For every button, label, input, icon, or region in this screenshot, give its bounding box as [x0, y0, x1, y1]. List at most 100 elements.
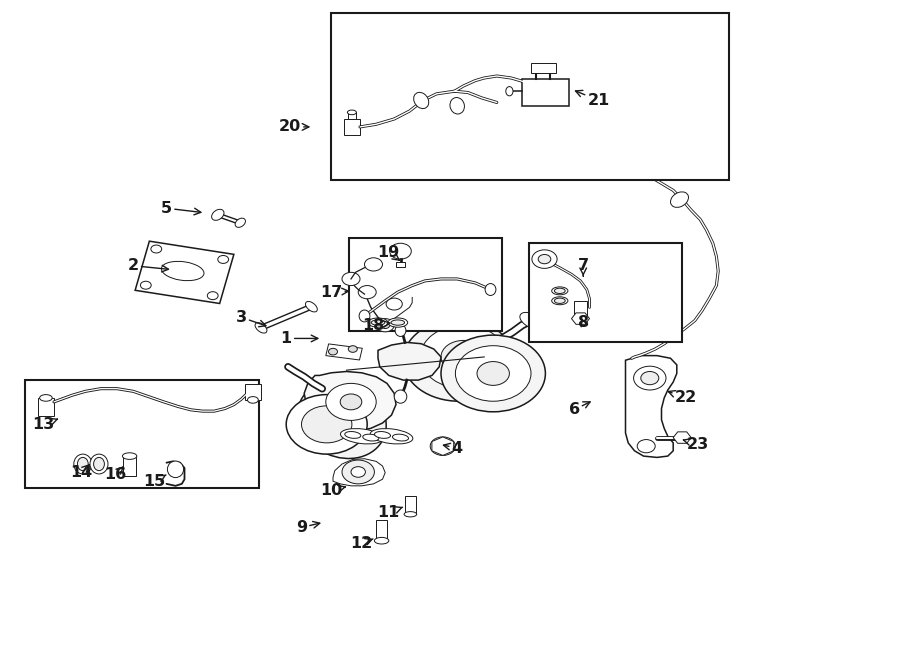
Ellipse shape [167, 461, 184, 477]
Ellipse shape [450, 98, 464, 114]
Polygon shape [673, 432, 691, 444]
Circle shape [637, 440, 655, 453]
Bar [349, 238, 502, 330]
Circle shape [634, 366, 666, 390]
Ellipse shape [248, 397, 258, 403]
Text: 9: 9 [296, 520, 320, 535]
Circle shape [390, 243, 411, 259]
Ellipse shape [554, 288, 565, 293]
Bar [123, 456, 136, 476]
Circle shape [207, 292, 218, 299]
Circle shape [342, 460, 374, 484]
Text: 5: 5 [161, 201, 201, 215]
Ellipse shape [554, 298, 565, 303]
Text: 13: 13 [32, 417, 58, 432]
Circle shape [420, 325, 507, 389]
Polygon shape [135, 241, 234, 303]
Circle shape [381, 322, 390, 329]
Bar [531, 63, 556, 73]
Text: 1: 1 [281, 331, 318, 346]
Text: 21: 21 [575, 91, 609, 108]
Circle shape [302, 406, 352, 443]
Text: 14: 14 [70, 465, 92, 480]
Text: 19: 19 [378, 245, 400, 260]
Text: 10: 10 [320, 483, 346, 498]
Polygon shape [304, 371, 396, 431]
Circle shape [538, 254, 551, 264]
Circle shape [358, 286, 376, 299]
Text: 18: 18 [363, 318, 390, 332]
Text: 8: 8 [578, 315, 589, 330]
Text: 3: 3 [236, 310, 266, 327]
Text: 6: 6 [569, 402, 590, 417]
Ellipse shape [368, 318, 388, 327]
Text: 2: 2 [128, 258, 168, 273]
Ellipse shape [374, 432, 391, 438]
Polygon shape [572, 313, 590, 325]
Text: 12: 12 [351, 536, 373, 551]
Ellipse shape [235, 218, 246, 227]
Ellipse shape [122, 453, 137, 459]
Ellipse shape [391, 320, 405, 325]
Ellipse shape [255, 323, 267, 333]
Circle shape [151, 245, 162, 253]
Circle shape [140, 281, 151, 289]
Ellipse shape [359, 310, 370, 322]
Circle shape [218, 256, 229, 264]
Ellipse shape [305, 301, 318, 312]
FancyArrowPatch shape [262, 307, 310, 328]
Text: 22: 22 [669, 391, 697, 405]
Ellipse shape [370, 428, 413, 444]
Circle shape [328, 348, 338, 355]
Text: 4: 4 [444, 441, 463, 455]
Bar [344, 119, 360, 135]
Ellipse shape [161, 261, 204, 281]
Bar [376, 520, 387, 541]
Circle shape [455, 346, 531, 401]
Circle shape [348, 346, 357, 352]
Polygon shape [333, 459, 385, 486]
Bar [331, 13, 729, 180]
Bar [245, 384, 261, 400]
Circle shape [376, 319, 394, 332]
Ellipse shape [394, 390, 407, 403]
Text: 16: 16 [104, 467, 126, 482]
Bar [326, 344, 363, 360]
Circle shape [430, 437, 455, 455]
Bar [25, 380, 259, 488]
Ellipse shape [395, 325, 406, 336]
Ellipse shape [552, 297, 568, 305]
Polygon shape [378, 342, 441, 380]
Bar [522, 79, 569, 106]
Bar [405, 496, 416, 514]
Polygon shape [432, 437, 454, 455]
Ellipse shape [340, 428, 383, 444]
Circle shape [351, 467, 365, 477]
Ellipse shape [506, 87, 513, 96]
Bar [529, 243, 682, 342]
Circle shape [403, 319, 515, 401]
Ellipse shape [347, 110, 356, 115]
Ellipse shape [485, 284, 496, 295]
Bar [574, 301, 587, 319]
Circle shape [641, 371, 659, 385]
Text: 23: 23 [683, 437, 708, 451]
Text: 11: 11 [378, 505, 402, 520]
Circle shape [326, 383, 376, 420]
Circle shape [286, 395, 367, 454]
Circle shape [436, 441, 450, 451]
Ellipse shape [374, 537, 389, 544]
Circle shape [477, 362, 509, 385]
Circle shape [386, 298, 402, 310]
Ellipse shape [404, 512, 417, 517]
Ellipse shape [40, 395, 52, 401]
Ellipse shape [77, 457, 88, 471]
Ellipse shape [212, 210, 224, 220]
Ellipse shape [388, 318, 408, 327]
Ellipse shape [94, 457, 104, 471]
Bar [38, 398, 54, 416]
Ellipse shape [392, 434, 409, 441]
Circle shape [340, 394, 362, 410]
Text: 7: 7 [578, 258, 589, 276]
Circle shape [441, 335, 545, 412]
